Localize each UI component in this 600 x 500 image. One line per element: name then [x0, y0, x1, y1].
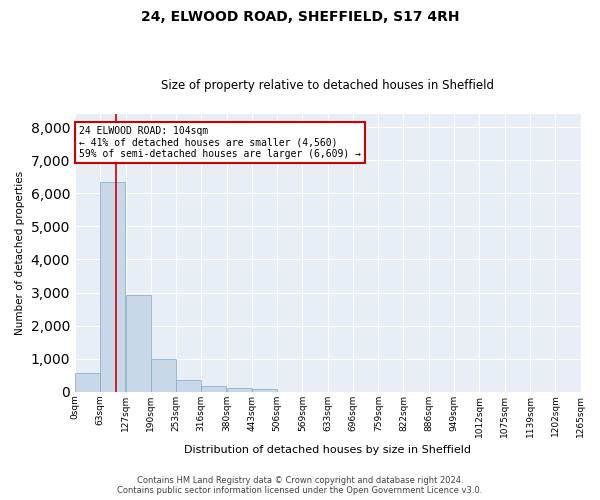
Bar: [252, 390, 277, 392]
Bar: [100, 182, 125, 392]
X-axis label: Distribution of detached houses by size in Sheffield: Distribution of detached houses by size …: [184, 445, 471, 455]
Bar: [125, 295, 151, 392]
Bar: [201, 386, 226, 392]
Text: Contains HM Land Registry data © Crown copyright and database right 2024.
Contai: Contains HM Land Registry data © Crown c…: [118, 476, 482, 495]
Title: Size of property relative to detached houses in Sheffield: Size of property relative to detached ho…: [161, 79, 494, 92]
Text: 24 ELWOOD ROAD: 104sqm
← 41% of detached houses are smaller (4,560)
59% of semi-: 24 ELWOOD ROAD: 104sqm ← 41% of detached…: [79, 126, 361, 159]
Bar: [75, 372, 100, 392]
Text: 24, ELWOOD ROAD, SHEFFIELD, S17 4RH: 24, ELWOOD ROAD, SHEFFIELD, S17 4RH: [141, 10, 459, 24]
Bar: [176, 380, 201, 392]
Bar: [151, 360, 176, 392]
Bar: [227, 388, 252, 392]
Y-axis label: Number of detached properties: Number of detached properties: [15, 171, 25, 335]
